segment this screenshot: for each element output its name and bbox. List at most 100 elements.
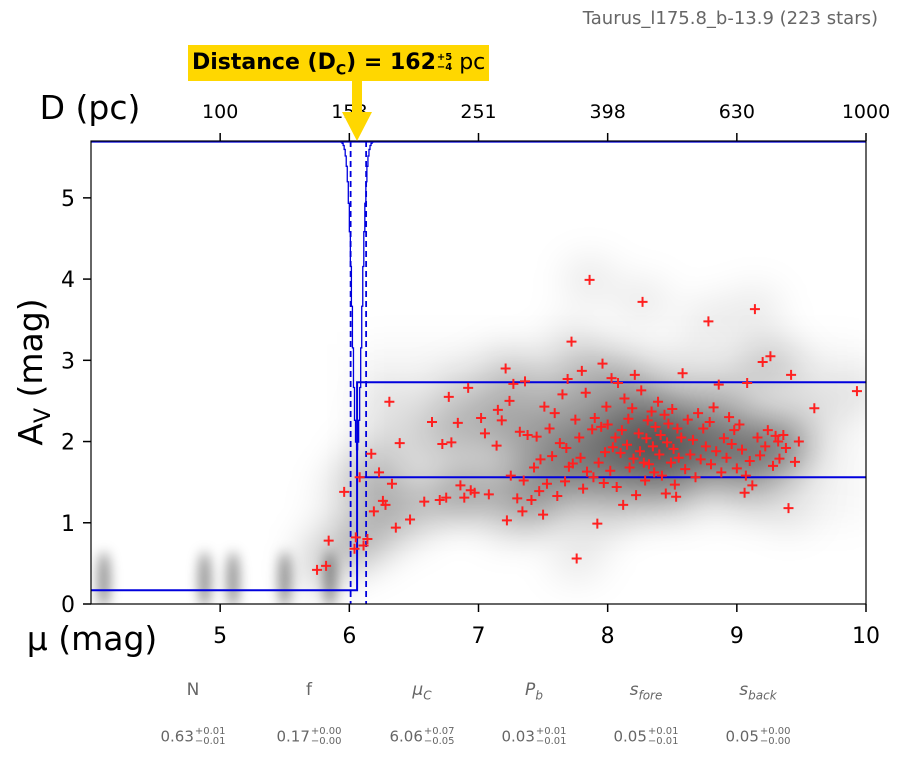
star-point (656, 470, 667, 481)
x-tick-label: 8 (601, 624, 615, 649)
star-point (650, 421, 661, 432)
star-point (660, 488, 671, 499)
star-point (644, 459, 654, 470)
star-point (605, 465, 616, 476)
star-point (384, 396, 395, 407)
param-value: 0.05 +0.01 −0.01 (613, 726, 679, 747)
star-point (739, 487, 750, 498)
y-tick-label: 4 (61, 268, 75, 293)
param-name: μC (412, 680, 432, 703)
star-point (535, 454, 546, 465)
star-point (560, 476, 571, 487)
star-point (501, 515, 512, 526)
star-point (682, 414, 693, 425)
star-point (704, 417, 715, 428)
star-point (587, 424, 598, 435)
star-point (619, 393, 630, 404)
top-tick-label: 630 (719, 101, 755, 123)
star-point (496, 415, 507, 426)
star-point (627, 403, 638, 414)
star-point (492, 404, 503, 415)
star-point (653, 396, 664, 407)
star-point (580, 387, 591, 398)
star-point (394, 438, 405, 449)
star-point (765, 351, 776, 362)
star-point (631, 490, 642, 501)
star-point (452, 417, 463, 428)
x-tick-label: 10 (852, 624, 880, 649)
star-point (628, 453, 639, 464)
y-tick-label: 1 (61, 512, 75, 537)
x-tick-label: 5 (213, 624, 227, 649)
star-markers (312, 274, 862, 575)
star-point (740, 470, 751, 481)
param-value: 0.05 +0.00 −0.00 (725, 726, 791, 747)
star-point (561, 443, 572, 454)
star-point (607, 442, 618, 453)
star-point (529, 462, 540, 473)
density-fore-blob (323, 551, 336, 604)
star-point (768, 460, 778, 471)
star-point (655, 430, 666, 441)
star-point (611, 482, 622, 493)
param-value: 6.06 +0.07 −0.05 (389, 726, 455, 747)
y-tick-label: 0 (61, 593, 75, 618)
star-point (443, 391, 454, 402)
star-point (659, 409, 670, 420)
stars-title: Taurus_l175.8_b-13.9 (223 stars) (582, 8, 878, 29)
star-point (390, 522, 401, 533)
star-point (744, 456, 755, 467)
star-point (615, 447, 626, 458)
star-point (419, 496, 430, 507)
star-point (780, 443, 791, 454)
star-point (672, 423, 683, 434)
top-axis-label: D (pc) (40, 88, 141, 127)
star-point (534, 486, 545, 497)
star-point (693, 408, 704, 419)
model-lines (91, 141, 866, 604)
star-point (649, 467, 660, 478)
posterior-histogram (327, 141, 387, 451)
star-point (669, 479, 680, 490)
param-name: Pb (525, 680, 543, 703)
star-point (726, 438, 737, 449)
star-point (589, 412, 600, 423)
star-point (721, 452, 732, 463)
x-axis-label: μ (mag) (27, 619, 158, 658)
param-name: f (306, 680, 312, 700)
star-point (437, 438, 448, 449)
star-point (544, 423, 555, 434)
param-value: 0.63 +0.01 −0.01 (160, 726, 226, 747)
star-point (386, 478, 397, 489)
star-point (786, 369, 797, 380)
star-point (851, 386, 862, 397)
star-point (633, 428, 644, 439)
star-point (742, 378, 753, 389)
star-point (731, 463, 742, 474)
star-point (757, 356, 768, 367)
top-tick-label: 100 (202, 101, 238, 123)
star-point (680, 464, 691, 475)
star-point (724, 412, 735, 423)
star-point (592, 518, 603, 529)
star-point (616, 425, 627, 436)
star-point (549, 408, 560, 419)
distance-banner: Distance (DC) = 162 +5 −4 pc (188, 45, 490, 81)
star-point (575, 452, 586, 463)
param-value: 0.03 +0.01 −0.01 (501, 726, 567, 747)
star-point (783, 503, 794, 514)
star-point (685, 449, 696, 460)
star-point (500, 363, 511, 374)
top-tick-label: 251 (460, 101, 496, 123)
star-point (538, 509, 549, 520)
star-point (762, 425, 773, 436)
star-point (622, 439, 633, 450)
star-point (700, 441, 711, 452)
star-point (455, 480, 466, 491)
star-point (459, 492, 470, 503)
star-point (646, 406, 657, 417)
star-point (463, 382, 474, 393)
star-point (600, 447, 611, 458)
star-point (601, 401, 612, 412)
star-point (405, 514, 416, 525)
